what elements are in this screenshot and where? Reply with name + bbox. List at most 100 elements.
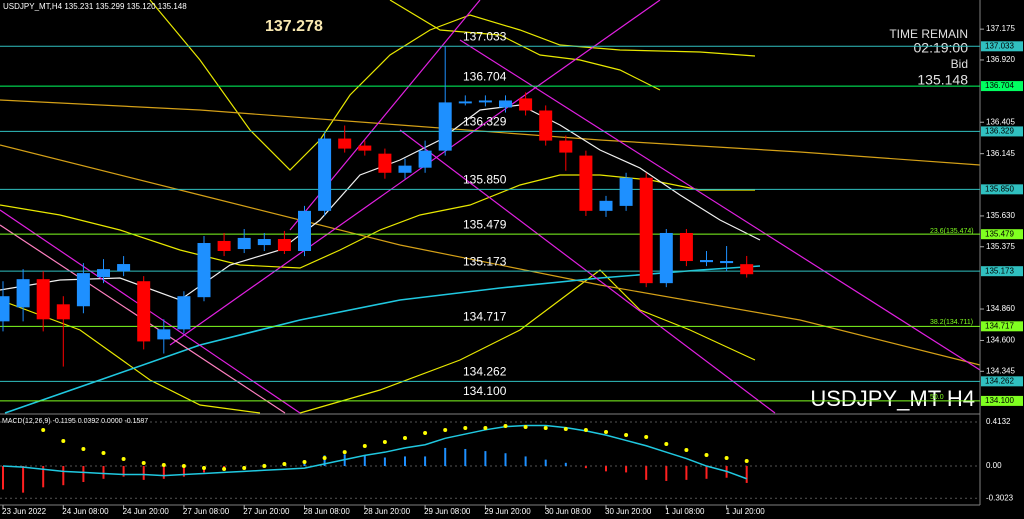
- candle-body: [659, 232, 673, 284]
- candle-body: [539, 110, 553, 141]
- signal-dot: [503, 423, 508, 428]
- y-tick-label: 137.175: [986, 24, 1015, 33]
- macd-bar: [645, 466, 648, 480]
- level-box: [981, 126, 1023, 137]
- candle-body: [398, 165, 412, 173]
- macd-bar: [705, 466, 708, 479]
- signal-dot: [604, 430, 608, 435]
- candle-body: [358, 145, 372, 151]
- level-box-label: 135.479: [985, 229, 1014, 238]
- x-tick-label: 28 Jun 20:00: [364, 507, 411, 516]
- macd-bar: [323, 455, 326, 467]
- level-label: 134.100: [463, 384, 507, 398]
- signal-dot: [684, 448, 689, 453]
- level-box-label: 135.173: [985, 266, 1014, 275]
- level-label: 135.173: [463, 254, 507, 268]
- candle-body: [277, 239, 291, 251]
- level-box: [981, 184, 1023, 195]
- channel-line: [459, 39, 981, 371]
- candle-body: [740, 264, 754, 275]
- signal-dot: [463, 425, 468, 430]
- macd-bar: [424, 456, 427, 467]
- signal-dot: [322, 456, 327, 461]
- macd-bar: [82, 466, 85, 482]
- level-box-label: 136.704: [985, 81, 1014, 90]
- candle-body: [257, 239, 271, 246]
- y-tick-label: 136.145: [986, 149, 1015, 158]
- signal-dot: [302, 459, 307, 464]
- macd-tick-label: 0.4132: [986, 417, 1011, 426]
- signal-dot: [583, 428, 588, 433]
- symbol-header: USDJPY_MT,H4 135.231 135.299 135.120 135…: [3, 2, 187, 11]
- macd-bar: [142, 466, 145, 480]
- macd-bar: [504, 453, 507, 467]
- signal-dot: [222, 467, 227, 471]
- signal-dot: [543, 425, 548, 430]
- level-label: 134.717: [463, 309, 507, 323]
- candle-body: [157, 329, 171, 340]
- signal-dot: [41, 428, 46, 433]
- time-remain-label: TIME REMAIN: [889, 27, 968, 41]
- level-box: [981, 395, 1023, 406]
- candle-body: [679, 232, 693, 262]
- level-label: 135.850: [463, 173, 507, 187]
- macd-bar: [444, 447, 447, 467]
- fib-label: 50.0: [930, 394, 944, 401]
- level-label: 135.479: [463, 217, 507, 231]
- level-box-label: 134.262: [985, 376, 1014, 385]
- candle-body: [720, 261, 734, 264]
- candle-body: [418, 150, 432, 168]
- macd-bar: [484, 451, 487, 467]
- signal-dot: [523, 425, 528, 430]
- signal-dot: [282, 461, 287, 466]
- candle-body: [458, 101, 472, 104]
- macd-bar: [22, 466, 25, 493]
- signal-dot: [101, 451, 106, 456]
- signal-dot: [664, 441, 669, 446]
- signal-dot: [624, 433, 629, 438]
- candle-body: [559, 140, 573, 153]
- y-tick-label: 135.375: [986, 242, 1015, 251]
- candle-body: [318, 138, 332, 211]
- x-tick-label: 27 Jun 20:00: [243, 507, 290, 516]
- moving-average-short: [0, 104, 761, 301]
- x-tick-label: 27 Jun 08:00: [183, 507, 230, 516]
- level-label: 136.329: [463, 115, 507, 129]
- candle-body: [298, 210, 311, 251]
- candle-body: [36, 279, 50, 320]
- macd-bar: [584, 466, 587, 469]
- candle-body: [16, 279, 30, 308]
- macd-bar: [182, 466, 185, 477]
- trend-line: [0, 99, 981, 166]
- candle-body: [599, 200, 613, 211]
- candle-body: [217, 240, 231, 251]
- signal-dot: [202, 466, 206, 471]
- macd-bar: [605, 466, 607, 472]
- x-tick-label: 29 Jun 08:00: [424, 507, 471, 516]
- x-tick-label: 1 Jul 08:00: [665, 507, 705, 516]
- candle-body: [137, 281, 151, 342]
- signal-dot: [61, 438, 66, 443]
- level-label: 136.704: [463, 69, 507, 83]
- signal-dot: [141, 461, 146, 466]
- macd-bar: [383, 457, 386, 467]
- level-box-label: 135.850: [985, 184, 1014, 193]
- y-tick-label: 136.920: [986, 55, 1015, 64]
- signal-dot: [362, 443, 367, 448]
- x-tick-label: 30 Jun 20:00: [605, 507, 652, 516]
- fib-label: 23.6(135.474): [930, 228, 974, 235]
- candle-body: [117, 264, 131, 272]
- candle-body: [378, 153, 392, 173]
- signal-dot: [644, 435, 649, 440]
- candle-body: [519, 98, 533, 111]
- macd-tick-label: -0.3023: [986, 493, 1014, 502]
- upper-band-2: [389, 0, 661, 91]
- macd-bar: [62, 466, 65, 486]
- level-box: [981, 229, 1023, 240]
- big-price: 137.278: [265, 18, 323, 35]
- signal-dot: [744, 459, 749, 464]
- macd-bar: [544, 459, 547, 467]
- y-tick-label: 135.630: [986, 211, 1015, 220]
